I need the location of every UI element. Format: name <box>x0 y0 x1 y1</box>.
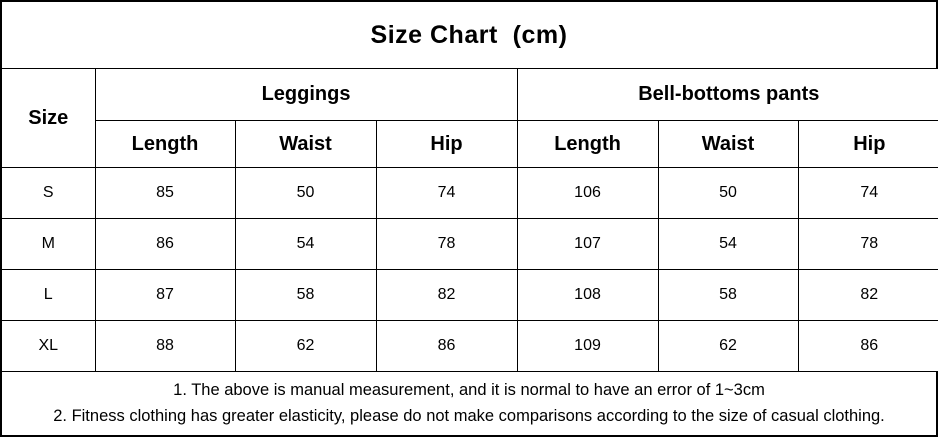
column-header-leggings-waist: Waist <box>234 120 377 168</box>
value-cell: 50 <box>657 167 799 219</box>
size-label: XL <box>2 320 96 372</box>
table-row-s: S 85 50 74 106 50 74 <box>2 167 938 219</box>
column-header-leggings-length: Length <box>95 120 236 168</box>
table-row-m: M 86 54 78 107 54 78 <box>2 218 938 270</box>
value-cell: 58 <box>234 269 377 321</box>
value-cell: 86 <box>94 218 236 270</box>
column-header-bell-hip: Hip <box>797 120 938 168</box>
size-table: Size Leggings Bell-bottoms pants Length … <box>2 68 938 372</box>
value-cell: 86 <box>375 320 518 372</box>
table-row-l: L 87 58 82 108 58 82 <box>2 269 938 321</box>
value-cell: 85 <box>94 167 236 219</box>
value-cell: 50 <box>234 167 377 219</box>
value-cell: 74 <box>797 167 938 219</box>
group-header-bell-bottoms-pants: Bell-bottoms pants <box>516 68 938 121</box>
value-cell: 58 <box>657 269 799 321</box>
value-cell: 87 <box>94 269 236 321</box>
note-line-1: 1. The above is manual measurement, and … <box>173 380 765 399</box>
value-cell: 74 <box>375 167 518 219</box>
page-title: Size Chart (cm) <box>370 20 568 49</box>
value-cell: 78 <box>797 218 938 270</box>
size-label: L <box>2 269 96 321</box>
value-cell: 109 <box>516 320 659 372</box>
table-row-xl: XL 88 62 86 109 62 86 <box>2 320 938 372</box>
value-cell: 62 <box>234 320 377 372</box>
column-header-bell-waist: Waist <box>657 120 799 168</box>
value-cell: 78 <box>375 218 518 270</box>
note-line-2: 2. Fitness clothing has greater elastici… <box>53 406 885 425</box>
column-header-size: Size <box>2 68 96 168</box>
size-label: M <box>2 218 96 270</box>
value-cell: 106 <box>516 167 659 219</box>
group-header-leggings: Leggings <box>94 68 518 121</box>
value-cell: 82 <box>797 269 938 321</box>
value-cell: 86 <box>797 320 938 372</box>
size-label: S <box>2 167 96 219</box>
measurement-notes: 1. The above is manual measurement, and … <box>2 372 936 435</box>
value-cell: 107 <box>516 218 659 270</box>
value-cell: 54 <box>657 218 799 270</box>
value-cell: 62 <box>657 320 799 372</box>
value-cell: 88 <box>94 320 236 372</box>
column-header-leggings-hip: Hip <box>375 120 518 168</box>
column-header-bell-length: Length <box>516 120 659 168</box>
value-cell: 54 <box>234 218 377 270</box>
value-cell: 108 <box>516 269 659 321</box>
value-cell: 82 <box>375 269 518 321</box>
